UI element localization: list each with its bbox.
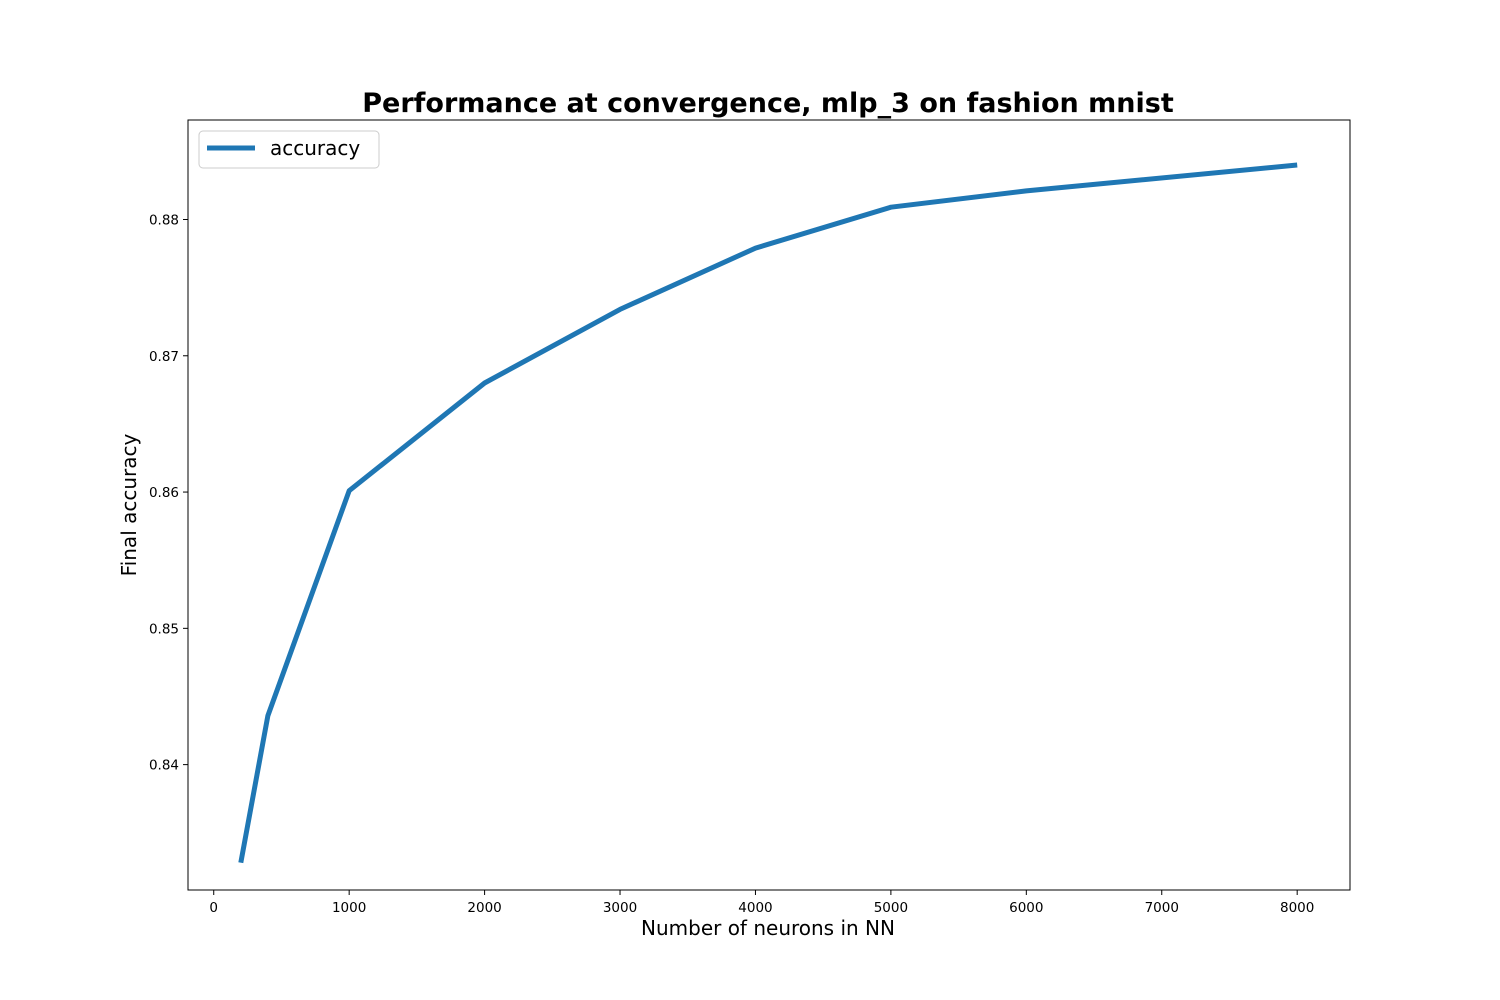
legend: accuracy	[198, 130, 380, 169]
x-tick-label: 1000	[332, 900, 366, 916]
legend-box	[198, 130, 380, 169]
x-tick-label: 5000	[874, 900, 908, 916]
chart-title: Performance at convergence, mlp_3 on fas…	[362, 88, 1174, 119]
y-tick-label: 0.84	[149, 758, 179, 774]
x-tick-label: 0	[209, 900, 218, 916]
x-axis-ticks: 0 1000 2000 3000 4000 5000 6000 7000 8000	[209, 890, 1314, 916]
y-tick-label: 0.85	[149, 621, 179, 637]
plot-area-frame	[187, 119, 1351, 891]
x-tick-label: 8000	[1280, 900, 1314, 916]
legend-label-accuracy: accuracy	[270, 136, 360, 160]
y-axis-ticks: 0.84 0.85 0.86 0.87 0.88	[149, 212, 188, 774]
y-tick-label: 0.88	[149, 212, 179, 228]
x-tick-label: 4000	[738, 900, 772, 916]
x-axis-label: Number of neurons in NN	[641, 916, 895, 940]
y-tick-label: 0.87	[149, 349, 179, 365]
series-line-accuracy	[238, 162, 1298, 864]
x-tick-label: 7000	[1145, 900, 1179, 916]
x-tick-label: 2000	[467, 900, 501, 916]
y-tick-label: 0.86	[149, 485, 179, 501]
series-layer	[238, 162, 1298, 864]
x-tick-label: 6000	[1009, 900, 1043, 916]
x-tick-label: 3000	[603, 900, 637, 916]
y-axis-label: Final accuracy	[117, 433, 141, 576]
